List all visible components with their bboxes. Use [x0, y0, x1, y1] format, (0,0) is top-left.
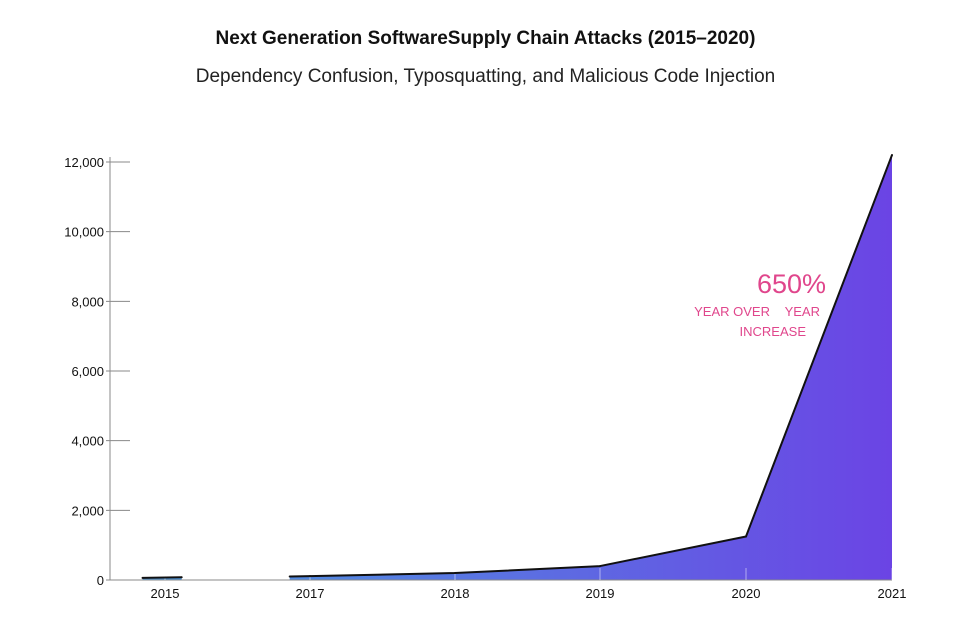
chart-subtitle: Dependency Confusion, Typosquatting, and… [195, 66, 776, 87]
annotation-percent: 650% [757, 269, 826, 299]
x-tick-label-0: 2015 [151, 586, 180, 601]
series-line-0 [142, 576, 182, 579]
annotation-line1a: YEAR OVER [694, 304, 770, 319]
x-tick-label-1: 2017 [296, 586, 325, 601]
y-tick-label-6: 12,000 [64, 155, 104, 170]
x-tick-label-5: 2021 [878, 586, 907, 601]
data-point-1-0 [288, 575, 291, 578]
data-point-0-0 [141, 576, 144, 579]
y-tick-label-1: 2,000 [71, 503, 104, 518]
annotation-line1b: YEAR [785, 304, 820, 319]
y-tick-label-3: 6,000 [71, 364, 104, 379]
y-tick-label-2: 4,000 [71, 434, 104, 449]
y-tick-label-0: 0 [97, 573, 104, 588]
data-point-1-3 [599, 565, 601, 568]
annotation-line2: INCREASE [740, 324, 807, 339]
x-tick-label-4: 2020 [732, 586, 761, 601]
x-tick-label-3: 2019 [586, 586, 615, 601]
y-tick-label-4: 8,000 [71, 294, 104, 309]
area-segment-1 [289, 155, 892, 581]
x-tick-label-2: 2018 [441, 586, 470, 601]
series-line-1 [289, 154, 893, 578]
chart-title: Next Generation SoftwareSupply Chain Att… [215, 28, 756, 49]
data-point-1-4 [745, 535, 747, 538]
data-point-0-1 [180, 576, 183, 579]
y-tick-label-5: 10,000 [64, 225, 104, 240]
data-point-1-5 [891, 154, 893, 157]
data-point-1-1 [309, 575, 311, 578]
data-point-1-2 [454, 572, 456, 575]
